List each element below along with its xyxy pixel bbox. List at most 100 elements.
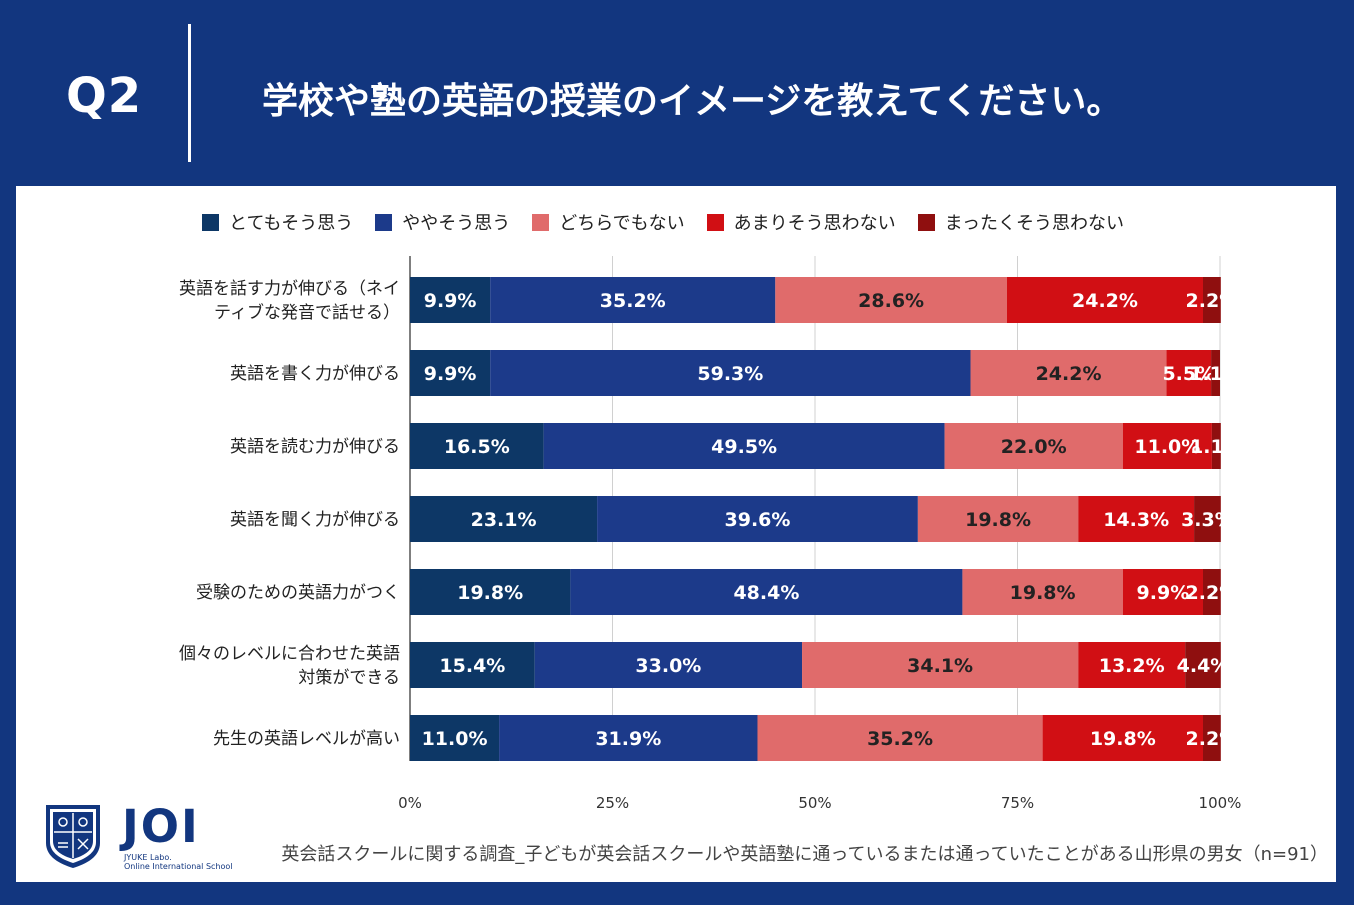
data-label: 33.0% [635,655,701,677]
data-label: 19.8% [457,582,523,604]
x-tick-label: 25% [596,794,629,812]
legend-label: あまりそう思わない [733,213,896,234]
header-divider [188,24,191,162]
bar-segment [917,496,1079,542]
data-label: 23.1% [471,509,537,531]
data-label: 3.3% [1181,509,1234,531]
x-tick-label: 0% [398,794,422,812]
data-label: 9.9% [424,290,477,312]
question-number: Q2 [66,68,143,124]
bar-segment [802,642,1079,688]
category-label: 受験のための英語力がつく [196,583,400,603]
data-label: 14.3% [1103,509,1169,531]
data-label: 31.9% [595,728,661,750]
data-label: 34.1% [907,655,973,677]
legend-item: まったくそう思わない [917,209,1124,235]
bar-segment [1078,496,1195,542]
survey-note: 英会話スクールに関する調査_子どもが英会話スクールや英語塾に通っているまたは通っ… [281,844,1328,865]
data-label: 28.6% [858,290,924,312]
category-label: 対策ができる [298,668,400,688]
bar-segment [410,642,535,688]
legend-swatch [375,213,393,231]
logo-subtitle-2: Online International School [124,862,233,871]
bar-segment [962,569,1123,615]
bar-segment [534,642,803,688]
legend-swatch [532,213,550,231]
data-label: 9.9% [424,363,477,385]
bar-segment [410,715,500,761]
bar-segment [410,423,544,469]
data-label: 19.8% [1010,582,1076,604]
legend-swatch [917,213,935,231]
data-label: 49.5% [711,436,777,458]
category-label: 先生の英語レベルが高い [213,729,400,749]
bar-segment [597,496,918,542]
x-tick-label: 75% [1001,794,1034,812]
data-label: 16.5% [444,436,510,458]
data-label: 5.5% [1162,363,1215,385]
bar-segment [1202,569,1221,615]
bar-segment [410,569,571,615]
bar-segment [1202,277,1221,323]
data-label: 2.2% [1186,582,1239,604]
bar-segment [1078,642,1186,688]
data-label: 2.2% [1186,728,1239,750]
joi-logo: JOI JYUKE Labo. Online International Sch… [42,800,233,871]
data-label: 11.0% [422,728,488,750]
bar-segment [490,277,776,323]
x-tick-label: 50% [798,794,831,812]
bar-segment [410,496,598,542]
legend-swatch [202,213,219,231]
bar-segment [1211,423,1221,469]
legend-item: どちらでもない [532,209,685,235]
data-label: 39.6% [725,509,791,531]
logo-wordmark: JOI [122,800,200,853]
chart-panel: とてもそう思う ややそう思う どちらでもない あまりそう思わない まったくそう思わない … [16,186,1336,882]
logo-subtitle: JYUKE Labo. [124,853,172,862]
bar-segment [1166,350,1212,396]
chart-legend: とてもそう思う ややそう思う どちらでもない あまりそう思わない まったくそう思わない [202,202,1124,242]
bar-segment [570,569,963,615]
data-label: 11.0% [1134,436,1200,458]
category-label: 個々のレベルに合わせた英語 [179,644,400,664]
category-label: 英語を読む力が伸びる [230,437,400,457]
bar-segment [1122,423,1212,469]
legend-item: あまりそう思わない [706,209,896,235]
legend-label: まったくそう思わない [944,213,1124,234]
data-label: 19.8% [1090,728,1156,750]
bar-segment [1211,350,1220,396]
bar-segment [543,423,945,469]
data-label: 13.2% [1099,655,1165,677]
legend-swatch [706,213,724,231]
legend-item: ややそう思う [375,209,510,235]
legend-item: とてもそう思う [202,209,353,235]
category-label: 英語を聞く力が伸びる [230,510,400,530]
bar-segment [410,350,491,396]
data-label: 15.4% [439,655,505,677]
data-label: 24.2% [1072,290,1138,312]
legend-label: どちらでもない [559,213,685,234]
bar-segment [775,277,1007,323]
data-label: 22.0% [1001,436,1067,458]
category-label: 英語を話す力が伸びる（ネイ [179,279,400,299]
bar-segment [499,715,758,761]
bar-segment [490,350,971,396]
legend-label: とてもそう思う [229,213,354,234]
bar-segment [1006,277,1203,323]
data-label: 19.8% [965,509,1031,531]
bar-segment [1194,496,1221,542]
bar-segment [1042,715,1203,761]
bar-segment [1202,715,1221,761]
data-label: 4.4% [1177,655,1230,677]
shield-logo-icon [46,805,100,868]
bar-segment [757,715,1043,761]
data-label: 1.1% [1189,363,1242,385]
bar-segment [970,350,1167,396]
bar-segment [944,423,1123,469]
bar-segment [410,277,491,323]
legend-label: ややそう思う [402,213,511,234]
data-label: 48.4% [733,582,799,604]
category-label: ティブな発音で話せる） [214,302,400,323]
